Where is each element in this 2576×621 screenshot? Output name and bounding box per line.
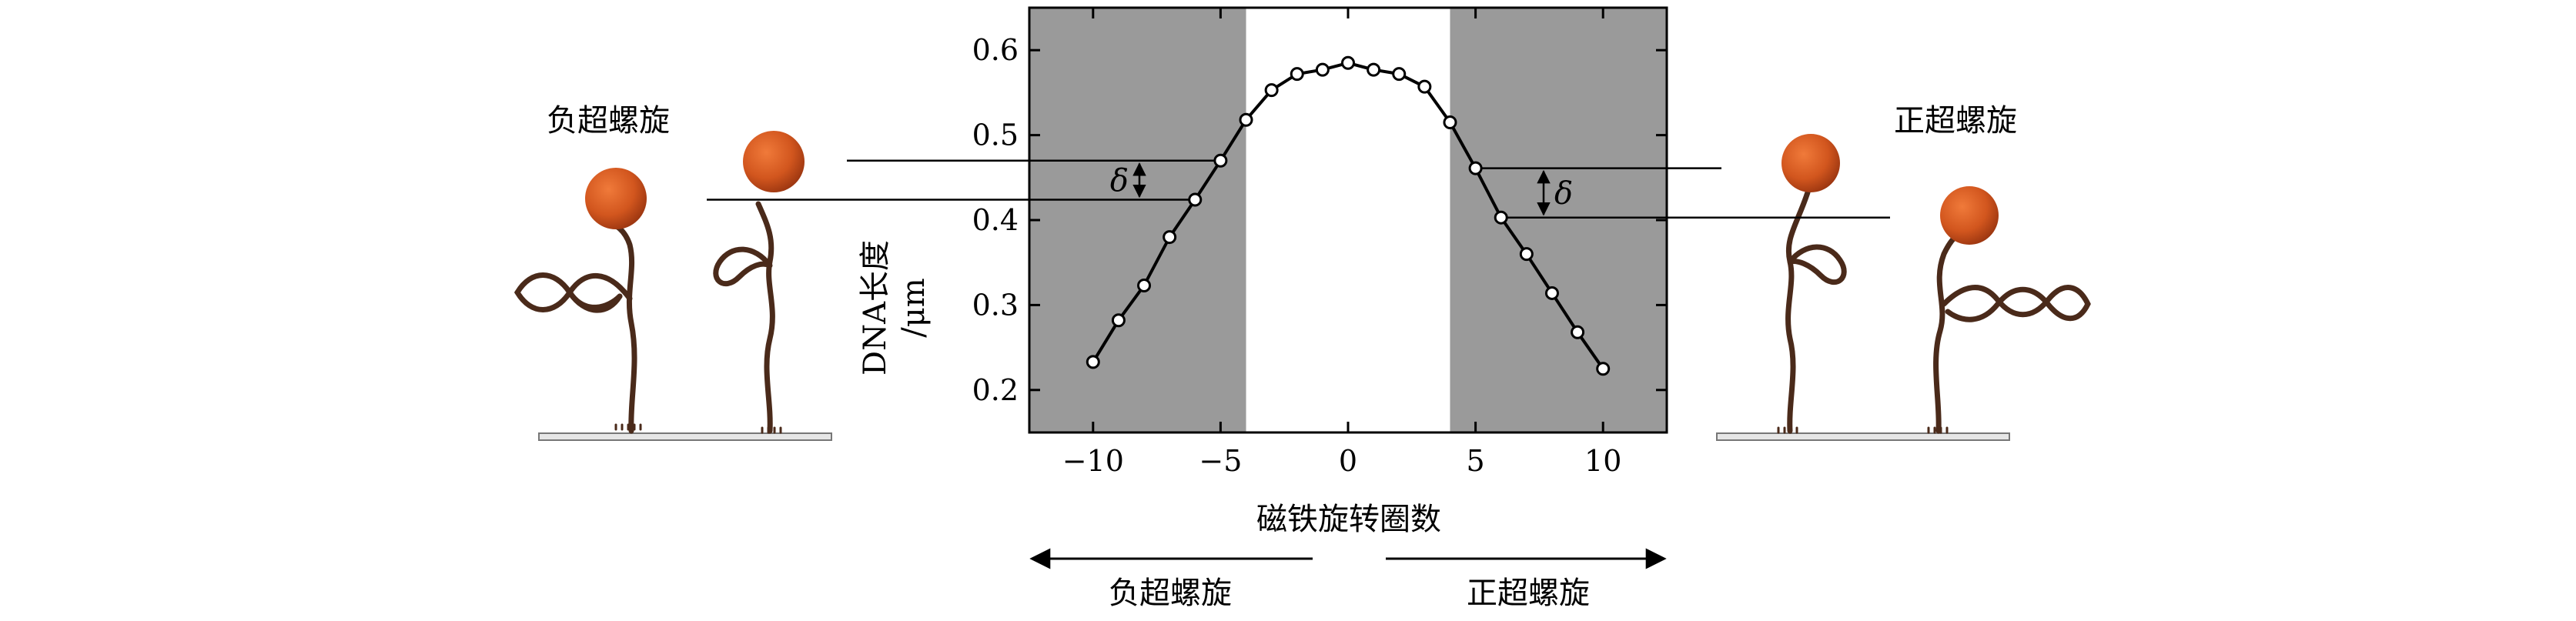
direction-arrows: 负超螺旋 正超螺旋 xyxy=(1029,548,1667,611)
shaded-region-2 xyxy=(1450,8,1667,432)
data-point xyxy=(1596,362,1611,376)
data-point xyxy=(1239,112,1253,127)
x-tick-label: −5 xyxy=(1199,444,1242,478)
magnetic-bead-left-2 xyxy=(743,131,805,192)
data-point xyxy=(1163,230,1177,245)
data-point xyxy=(1494,210,1508,225)
data-point xyxy=(1341,55,1355,70)
x-axis-label: 磁铁旋转圈数 xyxy=(1256,502,1441,537)
shaded-region-1 xyxy=(1029,8,1246,432)
negative-direction-label: 负超螺旋 xyxy=(1109,576,1232,611)
x-tick-label: −10 xyxy=(1062,444,1124,478)
data-point xyxy=(1290,67,1304,82)
shaded-regions xyxy=(1029,8,1667,432)
data-point xyxy=(1417,79,1432,94)
y-tick-label: 0.6 xyxy=(972,33,1019,67)
x-tick-label: 0 xyxy=(1339,444,1357,478)
y-tick-label: 0.3 xyxy=(972,288,1019,322)
data-point xyxy=(1188,192,1203,207)
data-point xyxy=(1571,325,1585,339)
data-point xyxy=(1137,279,1152,293)
dna-molecule-right-1 xyxy=(1777,189,1847,434)
left-side-label: 负超螺旋 xyxy=(547,103,670,139)
axes-layer: −10 −5 0 5 10 0.2 0.3 0.4 0.5 0.6 xyxy=(972,6,1668,478)
left-surface xyxy=(538,432,832,441)
y-tick-label: 0.4 xyxy=(972,203,1019,237)
delta-label-positive: δ xyxy=(1554,176,1573,212)
y-axis-unit: /μm xyxy=(896,278,932,337)
data-point xyxy=(1392,67,1407,82)
right-side-label: 正超螺旋 xyxy=(1894,103,2017,139)
left-illustration: 负超螺旋 xyxy=(514,103,832,441)
series-layer xyxy=(1086,55,1611,376)
y-axis-label-group: DNA长度 /μm xyxy=(858,240,932,376)
data-point xyxy=(1468,161,1483,175)
dna-molecule-left-2 xyxy=(713,201,782,434)
data-point xyxy=(1315,62,1330,77)
data-point xyxy=(1544,285,1559,300)
data-point xyxy=(1367,62,1381,77)
magnetic-bead-left-1 xyxy=(585,168,647,229)
positive-direction-label: 正超螺旋 xyxy=(1467,576,1590,611)
delta-label-negative: δ xyxy=(1110,163,1129,199)
y-tick-label: 0.5 xyxy=(972,119,1019,152)
x-tick-label: 10 xyxy=(1584,444,1621,478)
data-point xyxy=(1264,83,1279,98)
y-tick-label: 0.2 xyxy=(972,373,1019,407)
right-surface xyxy=(1716,432,2010,441)
data-point xyxy=(1213,153,1228,168)
magnetic-bead-right-1 xyxy=(1781,134,1840,192)
right-illustration: 正超螺旋 xyxy=(1716,103,2091,441)
y-axis-label: DNA长度 xyxy=(858,240,893,376)
dna-molecule-plectoneme-left xyxy=(514,203,642,434)
dna-molecule-plectoneme-right xyxy=(1927,228,2091,434)
data-point xyxy=(1519,247,1534,262)
x-tick-label: 5 xyxy=(1467,444,1485,478)
data-point xyxy=(1086,355,1100,369)
data-point xyxy=(1111,313,1126,328)
data-point xyxy=(1443,115,1457,130)
magnetic-bead-right-2 xyxy=(1940,186,1999,245)
